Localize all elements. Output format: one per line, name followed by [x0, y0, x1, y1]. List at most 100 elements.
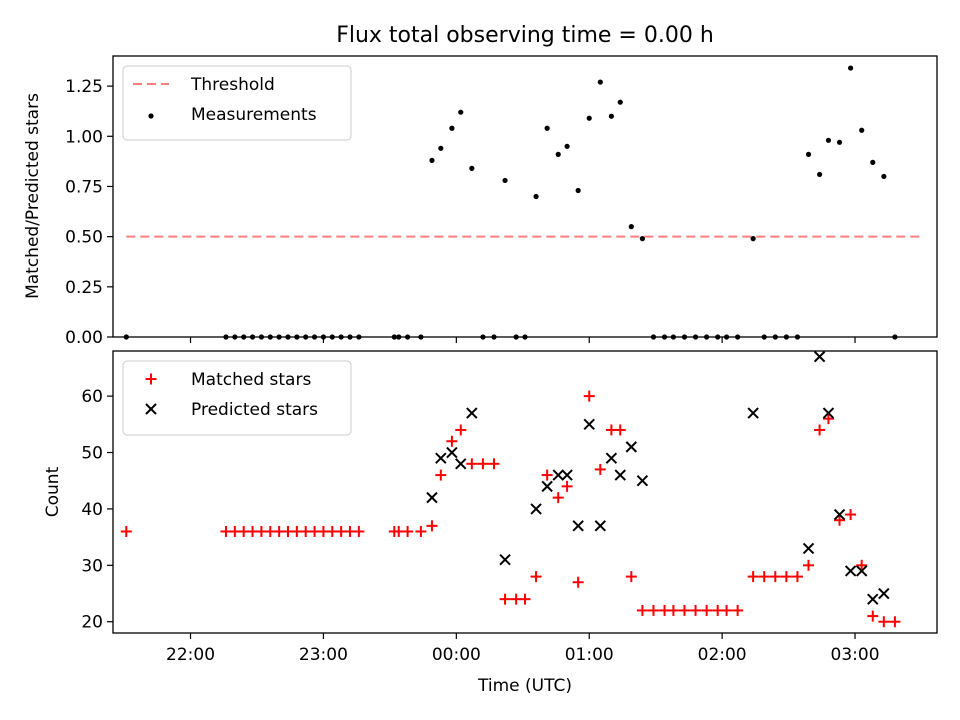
predicted-stars-point: [455, 458, 467, 470]
matched-stars-point: [822, 413, 834, 425]
predicted-stars-point: [625, 441, 638, 453]
top-panel-y-axis: 0.00 0.25 0.50 0.75 1.00 1.25: [65, 77, 113, 348]
matched-stars-point: [856, 559, 868, 571]
y-tick-label: 1.00: [65, 127, 103, 147]
measurement-point: [449, 125, 455, 131]
matched-stars-point: [878, 616, 890, 628]
measurement-point: [586, 115, 592, 121]
predicted-stars-point: [446, 446, 458, 459]
predicted-stars-point: [499, 553, 511, 566]
x-tick-label: 00:00: [432, 645, 481, 665]
matched-stars-point: [747, 571, 759, 583]
measurement-point: [575, 187, 581, 194]
measurement-point: [502, 177, 508, 184]
bottom-panel-frame: [112, 350, 938, 634]
matched-stars-point: [758, 571, 770, 583]
top-panel-frame: [112, 55, 938, 338]
matched-stars-point: [541, 469, 553, 481]
matched-stars-point: [814, 424, 826, 436]
measurement-point: [881, 173, 887, 180]
predicted-stars-point: [561, 469, 573, 481]
x-tick-label: 02:00: [698, 645, 747, 665]
y-tick-label: 60: [81, 387, 103, 407]
matched-stars-point: [791, 571, 803, 583]
measurement-point: [750, 236, 756, 242]
predicted-stars-point: [594, 520, 607, 532]
legend-matched-swatch: [145, 373, 157, 385]
predicted-stars-point: [466, 407, 478, 419]
matched-stars-point: [519, 593, 531, 605]
matched-stars-point: [488, 458, 500, 470]
legend-label: Threshold: [190, 75, 275, 95]
matched-stars-point: [572, 576, 584, 588]
predicted-stars-point: [833, 508, 846, 521]
legend-label: Measurements: [191, 105, 317, 125]
top-panel-title: Flux total observing time = 0.00 h: [336, 23, 714, 48]
measurement-point: [469, 165, 475, 171]
predicted-stars-point: [747, 407, 759, 419]
matched-stars-point: [690, 604, 702, 616]
matched-stars-point: [721, 604, 733, 616]
predicted-stars-point: [530, 503, 542, 515]
matched-stars-point: [415, 525, 427, 537]
y-tick-label: 1.25: [65, 77, 103, 97]
matched-stars-point: [353, 525, 365, 537]
legend-label: Matched stars: [191, 370, 311, 390]
matched-stars-point: [889, 616, 901, 628]
bottom-panel-y-label: Count: [43, 466, 63, 517]
measurement-point: [617, 99, 623, 105]
measurement-point: [848, 65, 854, 71]
y-tick-label: 0.50: [65, 228, 103, 248]
measurement-point: [870, 159, 876, 165]
top-panel: Flux total observing time = 0.00 h 0.000…: [23, 23, 938, 348]
matched-stars-point: [530, 571, 542, 583]
matched-stars-point: [834, 514, 846, 526]
matched-stars-point: [667, 604, 679, 616]
matched-stars-point: [499, 593, 511, 605]
measurement-point: [555, 151, 561, 157]
y-tick-label: 50: [81, 444, 103, 464]
measurement-point: [458, 109, 464, 115]
bottom-panel-x-label: Time (UTC): [477, 676, 572, 696]
predicted-stars-point: [605, 452, 618, 464]
matched-stars-point: [435, 469, 447, 481]
measurement-point: [597, 79, 603, 85]
bottom-panel-y-axis: 20 30 40 50 60: [81, 387, 113, 633]
matched-stars-point: [402, 525, 414, 537]
predicted-stars-point: [813, 350, 826, 363]
top-panel-legend: Threshold Measurements: [122, 65, 352, 141]
measurement-point: [836, 139, 843, 145]
measurement-point: [859, 127, 865, 133]
matched-stars-point: [647, 604, 659, 616]
top-panel-y-label: Matched/Predicted stars: [23, 93, 43, 299]
matched-stars-point: [625, 571, 637, 583]
bottom-panel-legend: Matched stars Predicted stars: [122, 360, 352, 436]
y-tick-label: 0.75: [65, 177, 103, 197]
legend-measurement-swatch: [148, 113, 154, 119]
x-tick-label: 23:00: [299, 645, 348, 665]
matched-stars-point: [552, 492, 564, 504]
matched-stars-point: [583, 390, 595, 402]
matched-stars-point: [701, 604, 713, 616]
measurement-point: [639, 236, 645, 242]
predicted-stars-point: [541, 480, 553, 493]
x-tick-label: 22:00: [166, 645, 215, 665]
matched-stars-point: [426, 520, 438, 532]
measurement-point: [564, 143, 570, 149]
matched-stars-point: [636, 604, 648, 616]
measurement-point: [805, 151, 812, 157]
matched-stars-point: [678, 604, 690, 616]
measurement-point: [438, 145, 444, 151]
legend-predicted-swatch: [145, 403, 157, 415]
measurement-point: [429, 157, 435, 163]
legend-label: Predicted stars: [191, 400, 318, 420]
measurement-point: [817, 171, 823, 178]
y-tick-label: 0.25: [65, 278, 103, 298]
predicted-stars-point: [855, 565, 868, 577]
matched-stars-point: [769, 571, 781, 583]
predicted-stars-point: [583, 418, 595, 431]
measurement-point: [533, 193, 539, 200]
matched-stars-point: [732, 604, 744, 616]
matched-stars-point: [867, 610, 879, 622]
matched-stars-point: [803, 559, 815, 571]
